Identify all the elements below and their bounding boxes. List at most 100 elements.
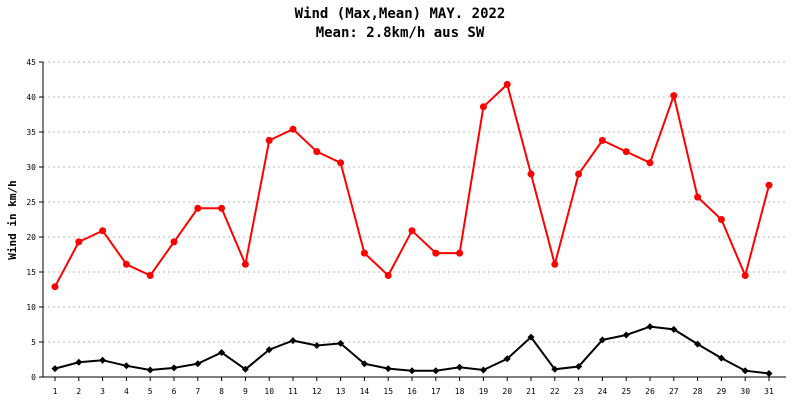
data-point-mean bbox=[456, 363, 464, 371]
data-point-mean bbox=[575, 363, 583, 370]
y-tick-label: 25 bbox=[26, 198, 36, 207]
data-point-max bbox=[741, 272, 749, 279]
data-point-mean bbox=[408, 367, 416, 375]
series-line-max bbox=[54, 82, 770, 288]
data-point-mean bbox=[670, 325, 678, 333]
x-tick-label: 7 bbox=[195, 387, 200, 396]
data-point-mean bbox=[717, 354, 725, 362]
data-point-max bbox=[170, 238, 178, 246]
y-tick-label: 20 bbox=[26, 233, 36, 242]
data-point-max bbox=[575, 170, 583, 178]
data-point-max bbox=[598, 136, 606, 144]
data-point-max bbox=[337, 159, 345, 167]
grid-layer bbox=[43, 61, 786, 343]
data-point-max bbox=[265, 136, 273, 144]
data-point-mean bbox=[313, 342, 321, 349]
chart-title: Wind (Max,Mean) MAY. 2022 bbox=[295, 6, 506, 22]
x-tick-label: 4 bbox=[124, 387, 129, 396]
data-point-max bbox=[765, 181, 773, 189]
data-point-mean bbox=[360, 360, 368, 368]
y-tick-label: 45 bbox=[26, 58, 36, 67]
data-point-max bbox=[408, 227, 416, 235]
data-point-max bbox=[289, 125, 297, 133]
data-point-mean bbox=[646, 323, 654, 331]
data-point-max bbox=[551, 260, 559, 268]
y-tick-label: 30 bbox=[26, 163, 36, 172]
data-point-max bbox=[241, 260, 249, 268]
data-point-max bbox=[527, 170, 535, 178]
data-point-mean bbox=[384, 365, 392, 373]
data-point-mean bbox=[527, 333, 535, 341]
data-point-max bbox=[75, 238, 83, 246]
chart-subtitle: Mean: 2.8km/h aus SW bbox=[316, 25, 485, 41]
x-tick-label: 25 bbox=[621, 387, 631, 396]
data-point-max bbox=[99, 227, 107, 235]
data-point-max bbox=[456, 249, 464, 257]
x-tick-label: 11 bbox=[288, 387, 298, 396]
data-point-mean bbox=[194, 360, 202, 368]
x-tick-label: 22 bbox=[550, 387, 560, 396]
x-tick-label: 28 bbox=[693, 387, 703, 396]
x-tick-label: 21 bbox=[526, 387, 536, 396]
y-tick-label: 5 bbox=[31, 338, 36, 347]
data-point-max bbox=[313, 148, 321, 156]
x-tick-label: 2 bbox=[76, 387, 81, 396]
data-point-mean bbox=[622, 331, 630, 339]
data-point-max bbox=[122, 260, 130, 268]
data-point-mean bbox=[337, 339, 345, 347]
x-tick-label: 26 bbox=[645, 387, 655, 396]
x-tick-label: 31 bbox=[764, 387, 774, 396]
data-point-max bbox=[717, 216, 725, 223]
y-tick-label: 10 bbox=[26, 303, 36, 312]
x-tick-label: 20 bbox=[502, 387, 512, 396]
data-point-mean bbox=[241, 365, 249, 373]
x-tick-label: 30 bbox=[740, 387, 750, 396]
x-tick-label: 27 bbox=[669, 387, 679, 396]
x-tick-label: 12 bbox=[312, 387, 322, 396]
x-tick-label: 5 bbox=[148, 387, 153, 396]
x-tick-label: 1 bbox=[53, 387, 58, 396]
x-tick-label: 24 bbox=[598, 387, 608, 396]
series-line-mean bbox=[54, 325, 770, 375]
data-point-max bbox=[51, 283, 59, 291]
data-point-mean bbox=[479, 366, 487, 374]
data-point-mean bbox=[551, 365, 559, 373]
x-tick-label: 14 bbox=[360, 387, 370, 396]
x-tick-label: 29 bbox=[717, 387, 727, 396]
data-point-mean bbox=[741, 367, 749, 375]
data-point-max bbox=[670, 92, 678, 100]
data-point-mean bbox=[598, 336, 606, 344]
x-tick-label: 16 bbox=[407, 387, 417, 396]
y-tick-label: 15 bbox=[26, 268, 36, 277]
x-tick-label: 10 bbox=[264, 387, 274, 396]
data-point-max bbox=[194, 204, 202, 212]
data-point-max bbox=[503, 80, 511, 88]
data-point-mean bbox=[289, 337, 297, 345]
data-point-mean bbox=[75, 358, 83, 366]
data-point-mean bbox=[765, 370, 773, 377]
data-point-max bbox=[646, 159, 654, 167]
data-point-max bbox=[360, 249, 368, 257]
x-tick-label: 18 bbox=[455, 387, 465, 396]
x-tick-label: 6 bbox=[172, 387, 177, 396]
x-tick-label: 19 bbox=[479, 387, 489, 396]
data-point-mean bbox=[146, 366, 154, 374]
x-tick-label: 13 bbox=[336, 387, 346, 396]
data-point-mean bbox=[51, 365, 59, 373]
data-point-mean bbox=[170, 364, 178, 372]
series-layer bbox=[51, 80, 773, 377]
x-tick-label: 23 bbox=[574, 387, 584, 396]
x-tick-label: 3 bbox=[100, 387, 105, 396]
data-point-mean bbox=[432, 367, 440, 375]
x-tick-label: 15 bbox=[383, 387, 393, 396]
y-tick-label: 0 bbox=[31, 373, 36, 382]
data-point-max bbox=[146, 272, 154, 279]
data-point-max bbox=[694, 193, 702, 201]
data-point-max bbox=[218, 204, 226, 212]
x-tick-label: 8 bbox=[219, 387, 224, 396]
data-point-mean bbox=[218, 349, 226, 356]
data-point-mean bbox=[99, 356, 107, 364]
data-point-max bbox=[432, 249, 440, 257]
